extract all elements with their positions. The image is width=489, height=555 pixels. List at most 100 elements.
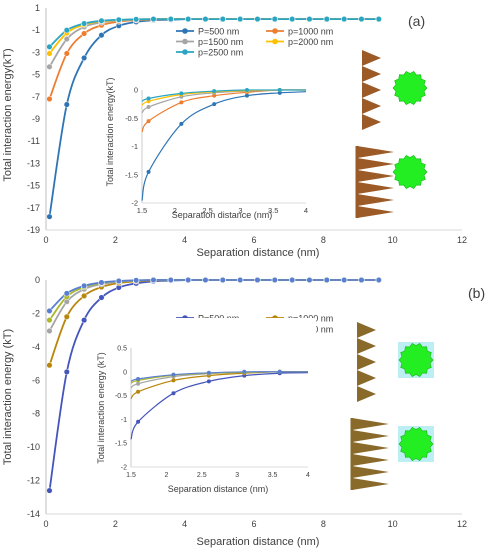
nanoparticle-sphere	[398, 427, 434, 461]
inset-x-tick-label: 4	[306, 472, 310, 479]
x-tick-label: 12	[457, 519, 467, 529]
y-tick-label: -14	[27, 509, 40, 519]
data-point	[323, 276, 330, 284]
data-point	[219, 276, 226, 284]
main-ylabel-b: Total interaction energy (kT)	[2, 329, 14, 465]
y-tick-label: -10	[27, 442, 40, 452]
data-point	[202, 16, 209, 23]
data-point	[63, 36, 70, 43]
legend-swatch-marker	[182, 49, 188, 55]
y-tick-label: -3	[32, 47, 40, 57]
x-tick-label: 8	[321, 235, 326, 245]
inset-x-tick-label: 2.5	[197, 472, 207, 479]
inset-data-point	[136, 389, 141, 394]
data-point	[46, 50, 53, 57]
data-point	[289, 276, 296, 284]
inset-y-tick-label: -1	[131, 142, 138, 151]
inset-data-point	[146, 96, 151, 101]
nanoparticle-sphere	[392, 71, 428, 105]
data-point	[375, 16, 382, 23]
data-point	[81, 54, 88, 62]
data-point	[358, 16, 365, 23]
cone-short	[362, 66, 381, 82]
x-tick-label: 6	[251, 235, 256, 245]
data-point	[46, 487, 53, 494]
cone-short	[357, 322, 376, 338]
data-point	[358, 276, 365, 284]
data-point	[254, 276, 261, 284]
inset-y-tick-label: -0.5	[125, 114, 138, 123]
y-tick-label: 0	[35, 275, 40, 285]
data-point	[237, 276, 244, 284]
legend-label: p=2500 nm	[198, 48, 243, 58]
x-tick-label: 0	[43, 235, 48, 245]
inset-x-tick-label: 3.5	[268, 206, 278, 215]
inset-data-point	[136, 376, 141, 381]
cone-long	[357, 182, 394, 194]
legend-label: p=1000 nm	[288, 27, 333, 37]
inset-y-tick-label: -2	[121, 465, 127, 472]
data-point	[46, 95, 53, 103]
inset-data-point	[277, 90, 282, 95]
legend-swatch-marker	[182, 28, 188, 34]
inset-x-tick-label: 2	[173, 206, 177, 215]
y-tick-label: -8	[32, 409, 40, 419]
data-point	[63, 50, 70, 57]
legend-swatch-marker	[272, 28, 278, 34]
panel-label-b: (b)	[468, 285, 485, 301]
x-tick-label: 10	[388, 235, 398, 245]
inset-x-tick-label: 1.5	[137, 206, 147, 215]
inset-x-tick-label: 3.5	[268, 472, 278, 479]
x-tick-label: 10	[388, 519, 398, 529]
data-point	[98, 17, 105, 24]
data-point	[63, 290, 70, 297]
data-point	[63, 313, 70, 320]
inset-data-point	[179, 121, 184, 126]
inset-y-tick-label: -2	[131, 199, 138, 208]
cone-short	[357, 386, 376, 402]
inset-y-tick-label: -1	[121, 417, 127, 424]
y-tick-label: -15	[27, 181, 40, 191]
data-point	[63, 298, 70, 305]
data-point	[81, 30, 88, 37]
data-point	[81, 282, 88, 289]
inset-data-point	[179, 100, 184, 105]
cone-short	[362, 114, 381, 130]
data-point	[306, 16, 313, 23]
legend-swatch-marker	[182, 38, 188, 45]
inset-x-tick-label: 4	[304, 206, 308, 215]
y-tick-label: -9	[32, 114, 40, 124]
data-point	[185, 276, 192, 284]
inset-data-point	[146, 119, 151, 124]
cone-short	[357, 338, 376, 354]
inset-data-point	[136, 381, 141, 386]
inset-data-point	[171, 391, 176, 396]
nanoparticle-sphere	[392, 155, 428, 189]
y-tick-label: -19	[27, 225, 40, 235]
inset-y-tick-label: -1.5	[125, 170, 138, 179]
inset-background	[95, 318, 316, 489]
y-tick-label: -12	[27, 476, 40, 486]
cone-short	[362, 82, 381, 98]
cone-long	[352, 466, 389, 478]
legend-label: p=2000 nm	[288, 37, 333, 47]
inset-data-point	[244, 93, 249, 98]
y-tick-label: -13	[27, 158, 40, 168]
data-point	[306, 276, 313, 284]
inset-x-tick-label: 3	[235, 472, 239, 479]
inset-data-point	[206, 370, 211, 375]
data-point	[46, 362, 53, 369]
chart-marks: 1-1-3-5-7-9-11-13-15-17-190 2 4 6 8 10 12P=500…	[27, 3, 467, 529]
inset-data-point	[212, 102, 217, 107]
inset-y-tick-label: 0	[134, 86, 138, 95]
inset-y-tick-label: 0.5	[117, 346, 127, 353]
cone-long	[352, 442, 389, 454]
inset-x-tick-label: 2	[164, 472, 168, 479]
data-point	[98, 279, 105, 286]
y-tick-label: -5	[32, 70, 40, 80]
data-point	[46, 307, 53, 314]
cone-short	[362, 98, 381, 114]
data-point	[341, 16, 348, 23]
cone-long	[357, 194, 394, 206]
